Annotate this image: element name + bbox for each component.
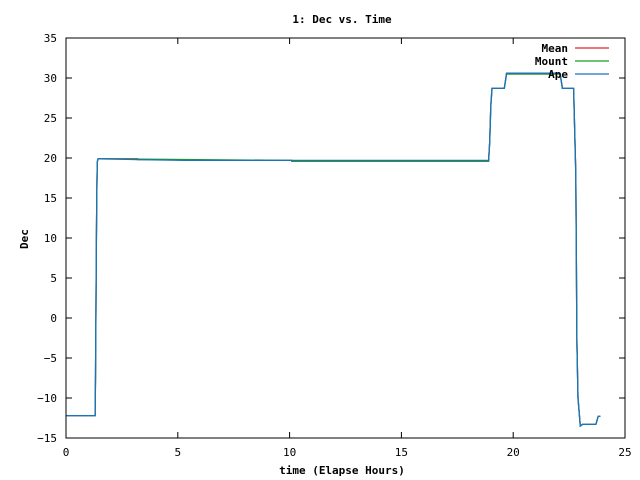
legend-label-mount: Mount	[535, 55, 568, 68]
legend-label-mean: Mean	[542, 42, 569, 55]
y-tick-label: 15	[44, 192, 57, 205]
x-tick-label: 20	[507, 446, 520, 459]
y-tick-label: 35	[44, 32, 57, 45]
x-tick-label: 10	[283, 446, 296, 459]
legend-label-ape: Ape	[548, 68, 568, 81]
y-tick-label: 25	[44, 112, 57, 125]
series-line-ape	[66, 72, 601, 428]
y-tick-label: −15	[37, 432, 57, 445]
chart-title: 1: Dec vs. Time	[292, 13, 392, 26]
x-tick-label: 15	[395, 446, 408, 459]
series-layer	[66, 72, 601, 428]
y-tick-label: −10	[37, 392, 57, 405]
x-tick-label: 5	[174, 446, 181, 459]
plot-frame	[65, 37, 626, 439]
x-axis-label: time (Elapse Hours)	[279, 464, 405, 477]
x-tick-label: 25	[618, 446, 631, 459]
x-tick-label: 0	[63, 446, 70, 459]
y-axis-label: Dec	[18, 229, 31, 249]
y-tick-label: 10	[44, 232, 57, 245]
y-tick-label: 20	[44, 152, 57, 165]
y-tick-label: 5	[50, 272, 57, 285]
y-tick-label: 30	[44, 72, 57, 85]
y-tick-label: −5	[44, 352, 57, 365]
y-tick-label: 0	[50, 312, 57, 325]
